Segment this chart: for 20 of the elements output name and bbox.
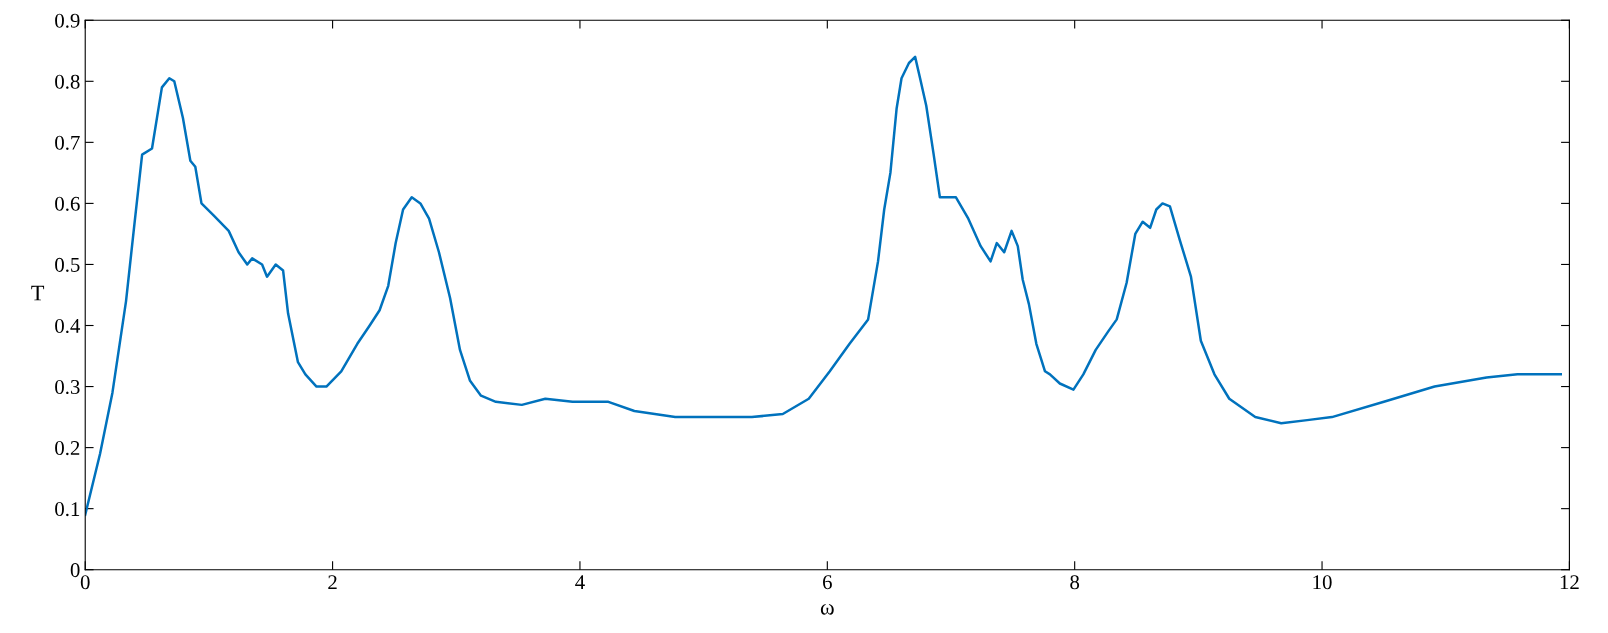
y-tick-label: 0.4 bbox=[55, 318, 81, 334]
x-axis-title: ω bbox=[820, 604, 834, 615]
y-tick-label: 0.8 bbox=[55, 74, 80, 89]
x-tick-label: 6 bbox=[823, 575, 832, 590]
x-tick-label: 2 bbox=[328, 575, 337, 590]
y-tick-label: 0.9 bbox=[55, 13, 80, 28]
x-tick-label: 4 bbox=[575, 575, 585, 590]
line-series bbox=[85, 55, 1562, 517]
y-tick-label: 0.3 bbox=[55, 379, 80, 395]
x-tick-label: 8 bbox=[1070, 575, 1080, 590]
y-tick-label: 0.5 bbox=[55, 257, 80, 272]
y-axis-title: T bbox=[31, 285, 45, 301]
x-tick-label: 0 bbox=[80, 575, 90, 590]
y-tick-label: 0.7 bbox=[55, 135, 80, 150]
y-tick-label: 0 bbox=[70, 563, 80, 578]
y-tick-label: 0.1 bbox=[55, 502, 80, 517]
y-tick-label: 0.2 bbox=[55, 440, 80, 456]
x-tick-label: 12 bbox=[1560, 575, 1579, 590]
y-tick-label: 0.6 bbox=[55, 196, 80, 211]
x-tick-label: 10 bbox=[1313, 575, 1332, 590]
